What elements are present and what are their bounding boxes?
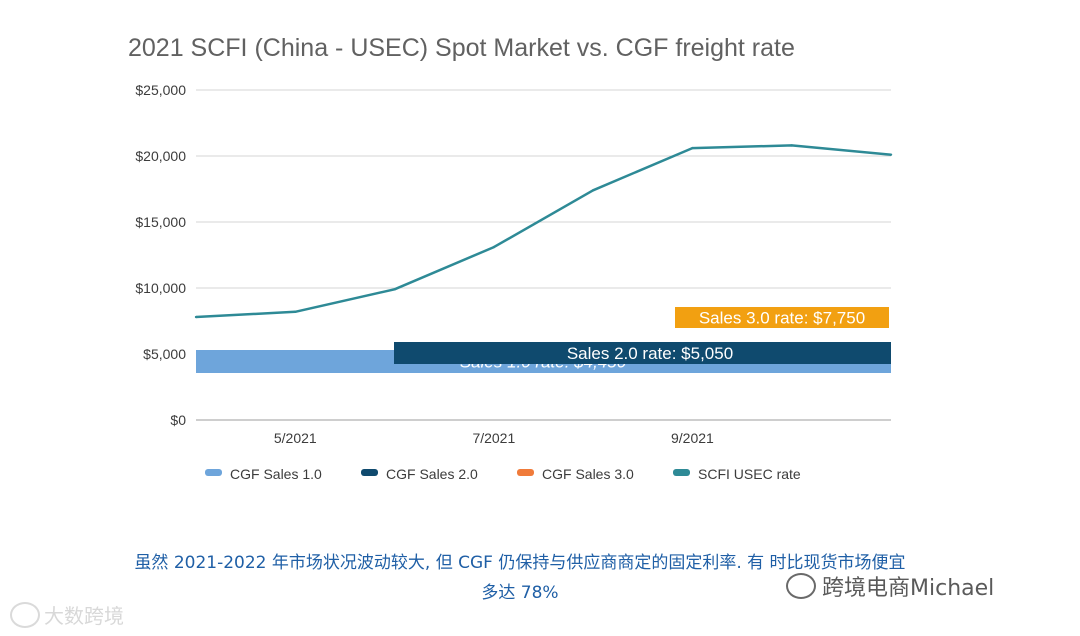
data-point (194, 315, 198, 319)
y-tick-label: $15,000 (135, 214, 186, 230)
legend-swatch (361, 469, 378, 476)
caption-line-2: 多达 78% (481, 583, 559, 603)
watermark-right: 跨境电商Michael (786, 570, 994, 602)
y-tick-label: $0 (170, 412, 186, 428)
legend: CGF Sales 1.0 CGF Sales 2.0 CGF Sales 3.0 S… (205, 466, 801, 482)
caption-line-1: 虽然 2021-2022 年市场状况波动较大, 但 CGF 仍保持与供应商商定的… (134, 553, 906, 573)
y-tick-label: $25,000 (135, 82, 186, 98)
chart-title: 2021 SCFI (China - USEC) Spot Market vs.… (128, 34, 795, 62)
rate-band-label: Sales 3.0 rate: $7,750 (699, 309, 865, 328)
rate-band-bar (675, 307, 889, 328)
wechat-icon (786, 573, 816, 599)
legend-label: CGF Sales 1.0 (230, 466, 322, 482)
data-point (889, 153, 893, 156)
watermark-left: 大数跨境 (10, 600, 124, 629)
data-point (393, 288, 396, 291)
data-point (591, 189, 595, 192)
data-point (294, 310, 297, 313)
rate-band-label: Sales 2.0 rate: $5,050 (567, 344, 733, 363)
series-lines (194, 144, 893, 319)
data-point (790, 144, 793, 147)
x-tick-label: 7/2021 (472, 430, 515, 446)
legend-label: CGF Sales 2.0 (386, 466, 478, 482)
y-tick-label: $5,000 (143, 346, 186, 362)
legend-swatch (205, 469, 222, 476)
x-tick-label: 9/2021 (671, 430, 714, 446)
legend-label: CGF Sales 3.0 (542, 466, 634, 482)
series-line (195, 144, 892, 319)
y-tick-label: $10,000 (135, 280, 186, 296)
rate-bands: Sales 1.0 rate: $4,450Sales 2.0 rate: $5… (196, 307, 891, 373)
watermark-left-text: 大数跨境 (44, 604, 124, 628)
rate-band-bar (394, 342, 891, 364)
y-axis-ticks: $0 $5,000 $10,000 $15,000 $20,000 $25,000 (135, 82, 186, 428)
x-tick-label: 5/2021 (274, 430, 317, 446)
watermark-right-text: 跨境电商Michael (822, 576, 995, 601)
logo-icon (10, 601, 40, 628)
legend-swatch (517, 469, 534, 476)
data-point (492, 245, 496, 249)
x-axis-ticks: 5/2021 7/2021 9/2021 (274, 430, 714, 446)
y-tick-label: $20,000 (135, 148, 186, 164)
legend-label: SCFI USEC rate (698, 466, 801, 482)
legend-swatch (673, 469, 690, 476)
chart-svg: 2021 SCFI (China - USEC) Spot Market vs.… (128, 34, 893, 482)
data-point (691, 146, 694, 150)
